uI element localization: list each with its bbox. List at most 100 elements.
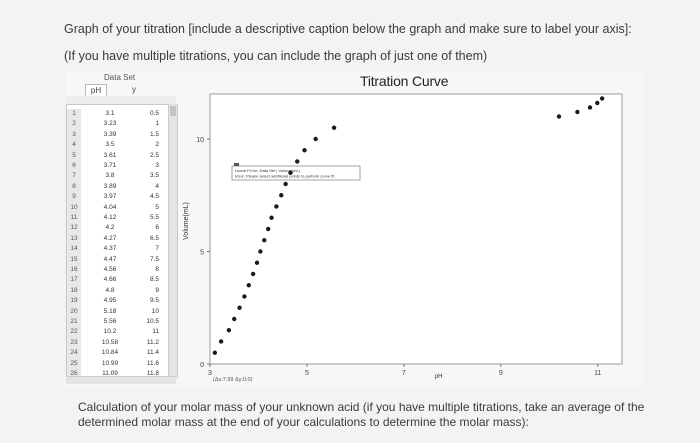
table-row[interactable]: 11 4.12 5.5 (67, 213, 177, 224)
cell-y[interactable]: 11 (152, 328, 159, 336)
cell-ph[interactable]: 3.8 (105, 172, 115, 180)
table-row[interactable]: 2 3.23 1 (67, 119, 177, 130)
cell-ph[interactable]: 4.2 (105, 224, 115, 232)
data-point[interactable] (279, 193, 284, 198)
table-row[interactable]: 5 3.61 2.5 (67, 150, 177, 161)
cell-y[interactable]: 1 (155, 120, 159, 128)
table-row[interactable]: 9 3.97 4.5 (67, 192, 177, 203)
data-point[interactable] (283, 181, 288, 187)
data-point[interactable] (226, 328, 232, 333)
table-row[interactable]: 20 5.18 10 (67, 306, 177, 317)
cell-ph[interactable]: 4.27 (103, 234, 117, 242)
cell-y[interactable]: 8 (155, 266, 159, 273)
plot-area[interactable] (209, 93, 623, 365)
cell-ph[interactable]: 10.99 (101, 359, 119, 367)
cell-ph[interactable]: 5.18 (103, 307, 117, 315)
cell-y[interactable]: 11.2 (146, 338, 159, 346)
table-row[interactable]: 4 3.5 2 (67, 140, 177, 151)
data-point[interactable] (246, 283, 251, 288)
data-point[interactable] (212, 350, 218, 355)
table-row[interactable]: 14 4.37 7 (67, 244, 177, 255)
table-row[interactable]: 7 3.8 3.5 (67, 171, 177, 182)
cell-y[interactable]: 4 (155, 182, 159, 190)
column-header-y[interactable]: y (132, 85, 136, 94)
data-point[interactable] (556, 114, 562, 119)
table-row[interactable]: 10 4.04 5 (67, 202, 177, 213)
cell-ph[interactable]: 10.2 (103, 328, 117, 336)
table-row[interactable]: 18 4.8 9 (67, 285, 177, 297)
cell-y[interactable]: 1.5 (149, 130, 159, 138)
data-point[interactable] (295, 159, 300, 164)
data-point[interactable] (242, 294, 247, 299)
cell-ph[interactable]: 3.23 (103, 120, 117, 128)
data-point[interactable] (250, 271, 256, 277)
cell-y[interactable]: 11.4 (146, 349, 159, 357)
data-point[interactable] (331, 125, 337, 130)
table-row[interactable]: 21 5.56 10.5 (67, 317, 177, 328)
table-row[interactable]: 26 11.09 11.8 (67, 369, 177, 380)
data-point[interactable] (595, 100, 600, 106)
titration-plot[interactable]: 0 5 10 3 5 7 9 11 Volume(mL) pH (Δx:7.99 Δy:0.0) Li… (176, 92, 636, 395)
data-point[interactable] (599, 96, 605, 101)
data-point[interactable] (265, 226, 271, 232)
cell-y[interactable]: 8.5 (149, 276, 159, 284)
data-point[interactable] (587, 105, 593, 110)
data-point[interactable] (237, 305, 242, 310)
cell-y[interactable]: 6.5 (149, 234, 159, 242)
data-point[interactable] (269, 215, 274, 220)
cell-y[interactable]: 3 (155, 162, 159, 169)
data-point[interactable] (288, 170, 293, 175)
cell-ph[interactable]: 3.39 (103, 130, 117, 138)
curve-fit-box[interactable] (231, 165, 361, 181)
table-row[interactable]: 23 10.58 11.2 (67, 337, 177, 349)
cell-y[interactable]: 4.5 (149, 193, 159, 201)
table-horizontal-scrollbar[interactable] (66, 376, 176, 384)
cell-ph[interactable]: 3.5 (105, 141, 115, 149)
table-row[interactable]: 15 4.47 7.5 (67, 254, 177, 265)
cell-y[interactable]: 10 (151, 307, 159, 315)
cell-ph[interactable]: 3.61 (103, 151, 117, 159)
cell-y[interactable]: 9.5 (149, 297, 159, 305)
table-row[interactable]: 8 3.89 4 (67, 181, 177, 193)
cell-ph[interactable]: 4.56 (103, 266, 117, 273)
cell-y[interactable]: 6 (155, 224, 159, 232)
cell-y[interactable]: 2 (155, 141, 159, 149)
cell-ph[interactable]: 4.04 (103, 203, 117, 211)
data-point[interactable] (313, 136, 318, 142)
cell-ph[interactable]: 3.97 (103, 193, 117, 201)
cell-ph[interactable]: 4.66 (103, 276, 117, 284)
cell-ph[interactable]: 4.8 (105, 286, 115, 294)
cell-ph[interactable]: 4.37 (103, 245, 117, 253)
cell-ph[interactable]: 10.58 (101, 338, 119, 346)
chart-svg[interactable]: 0 5 10 3 5 7 9 11 Volume(mL) pH (Δx:7.99 Δy:0.0) Li… (176, 92, 636, 390)
cell-ph[interactable]: 4.47 (103, 255, 117, 263)
cell-y[interactable]: 0.5 (149, 110, 159, 117)
cell-y[interactable]: 2.5 (149, 151, 159, 159)
data-point[interactable] (262, 238, 267, 243)
table-row[interactable]: 13 4.27 6.5 (67, 233, 177, 245)
data-point[interactable] (218, 339, 224, 344)
data-point[interactable] (254, 260, 260, 265)
table-row[interactable]: 19 4.95 9.5 (67, 296, 177, 307)
data-point[interactable] (575, 109, 580, 115)
table-row[interactable]: 24 10.84 11.4 (67, 348, 177, 359)
table-row[interactable]: 16 4.56 8 (67, 265, 177, 276)
cell-ph[interactable]: 3.89 (103, 182, 117, 190)
data-table[interactable]: 1 3.1 0.5 2 3.23 1 3 3.39 1.5 4 3.5 2 5 3.61 2.5 6 3.71 3… (66, 104, 178, 380)
cell-y[interactable]: 7.5 (149, 255, 159, 263)
cell-ph[interactable]: 5.56 (103, 318, 117, 325)
data-point[interactable] (258, 249, 263, 254)
cell-y[interactable]: 5 (155, 203, 159, 211)
table-row[interactable]: 25 10.99 11.6 (67, 358, 177, 369)
table-row[interactable]: 6 3.71 3 (67, 161, 177, 172)
table-row[interactable]: 22 10.2 11 (67, 327, 177, 338)
cell-y[interactable]: 10.5 (146, 318, 159, 325)
table-row[interactable]: 17 4.66 8.5 (67, 275, 177, 286)
cell-y[interactable]: 3.5 (149, 172, 159, 180)
data-point[interactable] (232, 316, 237, 322)
cell-ph[interactable]: 11.09 (102, 370, 118, 377)
table-row[interactable]: 12 4.2 6 (67, 223, 177, 234)
scrollbar-thumb[interactable] (170, 106, 176, 116)
data-point[interactable] (274, 204, 279, 209)
cell-ph[interactable]: 4.95 (103, 297, 117, 305)
